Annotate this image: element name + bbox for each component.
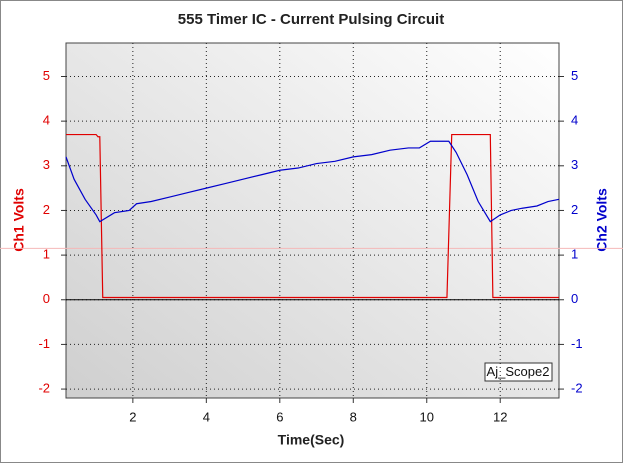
- x-tick-label: 2: [129, 409, 136, 424]
- y2-tick-label: 4: [571, 113, 578, 128]
- series-line: [65, 140, 560, 223]
- y-tick-label: 2: [43, 202, 50, 217]
- y-tick-label: 5: [43, 68, 50, 83]
- y-tick-label: 3: [43, 157, 50, 172]
- y2-tick-label: 2: [571, 202, 578, 217]
- y2-tick-label: 3: [571, 157, 578, 172]
- x-tick-label: 6: [276, 409, 283, 424]
- y2-tick-label: 5: [571, 68, 578, 83]
- y2-tick-label: -1: [571, 336, 583, 351]
- annotation-box: [484, 362, 553, 382]
- y2-tick-label: 1: [571, 247, 578, 262]
- x-tick-label: 4: [203, 409, 210, 424]
- y-axis-label: Ch1 Volts: [11, 188, 27, 252]
- y-tick-label: 1: [43, 247, 50, 262]
- y2-tick-label: -2: [571, 381, 583, 396]
- annotation: Aj_Scope2: [487, 364, 550, 379]
- plot-area: [65, 42, 560, 399]
- x-axis-label: Time(Sec): [278, 432, 345, 448]
- y-tick-label: -2: [38, 381, 50, 396]
- y2-axis-label: Ch2 Volts: [594, 188, 610, 252]
- series-line: [66, 133, 559, 299]
- y-tick-label: 4: [43, 113, 50, 128]
- chart-title: 555 Timer IC - Current Pulsing Circuit: [178, 11, 444, 28]
- y-tick-label: 0: [43, 291, 50, 306]
- y2-tick-label: 0: [571, 291, 578, 306]
- x-tick-label: 10: [420, 409, 434, 424]
- x-tick-label: 12: [493, 409, 507, 424]
- x-tick-label: 8: [350, 409, 357, 424]
- y-tick-label: -1: [38, 336, 50, 351]
